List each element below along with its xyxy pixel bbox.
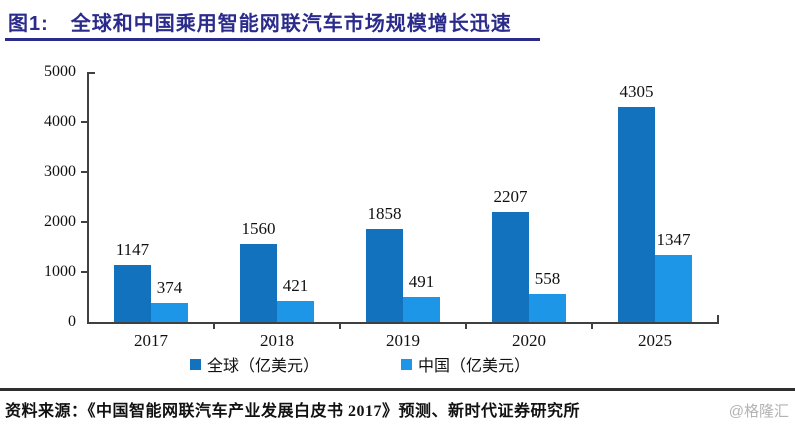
x-axis-end-tick [717,315,719,322]
legend-item: 全球（亿美元） [189,352,319,376]
legend-label: 中国（亿美元） [418,358,531,375]
legend-label: 全球（亿美元） [206,358,319,375]
bar-value-label: 558 [534,269,561,288]
bar [151,303,188,322]
x-tick [465,323,467,329]
x-category-label: 2020 [512,331,546,350]
bar [403,297,440,322]
bar [366,229,403,322]
figure-title: 全球和中国乘用智能网联汽车市场规模增长迅速 [70,13,512,35]
title-underline [5,38,540,41]
y-tick [81,171,87,173]
bar [529,294,566,322]
bar [655,255,692,322]
x-tick [213,323,215,329]
y-tick-label: 5000 [44,63,76,80]
x-tick [339,323,341,329]
bar-value-label: 4305 [619,82,654,101]
y-tick [81,271,87,273]
y-axis-top-tick [88,72,95,74]
bar [618,107,655,322]
x-category-label: 2019 [386,331,420,350]
bar [492,212,529,322]
y-axis [87,72,89,322]
legend-item: 中国（亿美元） [401,352,530,376]
footer: 资料来源：《中国智能网联汽车产业发展白皮书 2017》预测、新时代证券研究所 @… [0,388,795,421]
bar-value-label: 1147 [115,240,150,259]
y-tick-label: 3000 [44,163,76,180]
y-tick-label: 0 [68,313,76,330]
source-note: 资料来源：《中国智能网联汽车产业发展白皮书 2017》预测、新时代证券研究所 [5,403,581,420]
bar-value-label: 1347 [656,230,691,249]
bar-value-label: 1560 [241,219,276,238]
bar [277,301,314,322]
legend-swatch-icon [189,358,201,370]
x-tick [591,323,593,329]
y-tick-label: 4000 [44,113,76,130]
x-category-label: 2025 [638,331,672,350]
legend-swatch-icon [401,358,412,370]
bar-value-label: 421 [282,276,309,295]
bar-value-label: 2207 [493,187,528,206]
bar [114,265,151,322]
bar [240,244,277,322]
y-tick [81,221,87,223]
footer-row: 资料来源：《中国智能网联汽车产业发展白皮书 2017》预测、新时代证券研究所 @… [0,391,795,421]
bar-value-label: 491 [408,272,435,291]
watermark: @格隆汇 [728,403,789,420]
bar-value-label: 374 [156,278,183,297]
figure-header: 图1: 全球和中国乘用智能网联汽车市场规模增长迅速 [8,7,512,36]
figure-label: 图1: [8,13,49,35]
bar-value-label: 1858 [367,204,402,223]
chart-legend: 全球（亿美元） 中国（亿美元） [0,352,720,376]
x-category-label: 2017 [134,331,168,350]
y-tick-label: 2000 [44,213,76,230]
x-category-label: 2018 [260,331,294,350]
y-tick [81,121,87,123]
y-tick-label: 1000 [44,263,76,280]
x-axis [87,322,719,324]
